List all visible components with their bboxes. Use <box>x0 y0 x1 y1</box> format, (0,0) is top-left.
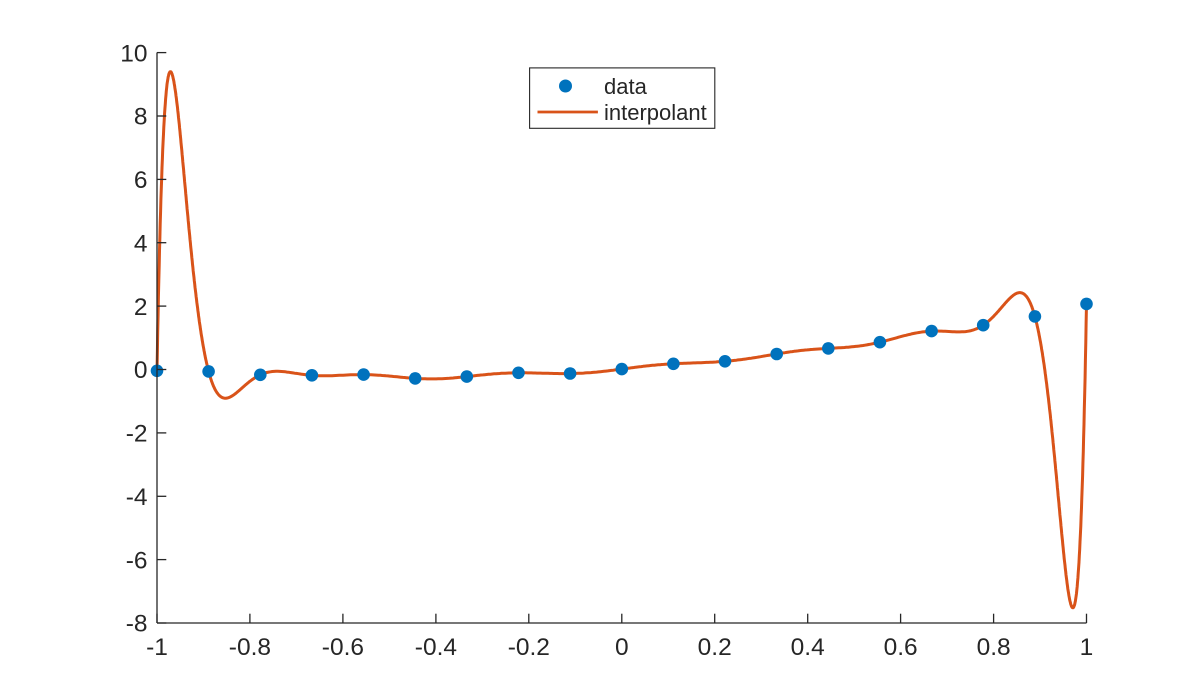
svg-text:0.4: 0.4 <box>791 634 825 661</box>
svg-text:-0.2: -0.2 <box>508 634 550 661</box>
svg-text:0: 0 <box>134 357 148 384</box>
svg-text:-6: -6 <box>126 547 148 574</box>
svg-text:interpolant: interpolant <box>604 100 707 125</box>
svg-text:6: 6 <box>134 167 148 194</box>
svg-text:1: 1 <box>1080 634 1094 661</box>
svg-text:8: 8 <box>134 104 148 131</box>
svg-text:4: 4 <box>134 230 148 257</box>
svg-text:0.6: 0.6 <box>884 634 918 661</box>
svg-text:-0.4: -0.4 <box>415 634 457 661</box>
svg-text:-4: -4 <box>126 484 148 511</box>
svg-text:2: 2 <box>134 294 148 321</box>
svg-text:-8: -8 <box>126 611 148 638</box>
svg-text:0.8: 0.8 <box>977 634 1011 661</box>
svg-text:-0.6: -0.6 <box>322 634 364 661</box>
svg-text:data: data <box>604 74 648 99</box>
svg-text:10: 10 <box>120 40 147 67</box>
svg-text:-0.8: -0.8 <box>229 634 271 661</box>
svg-text:0.2: 0.2 <box>698 634 732 661</box>
svg-text:0: 0 <box>615 634 629 661</box>
svg-text:-2: -2 <box>126 421 148 448</box>
svg-text:-1: -1 <box>146 634 168 661</box>
